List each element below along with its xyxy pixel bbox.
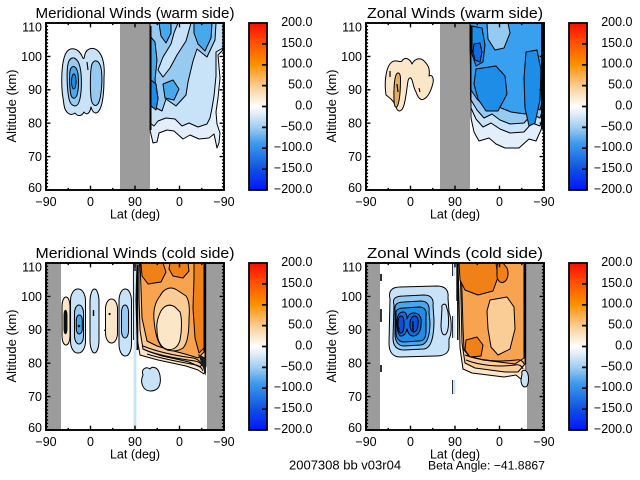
svg-text:90: 90: [348, 323, 362, 337]
svg-text:100.0: 100.0: [281, 57, 312, 71]
svg-text:−200.0: −200.0: [274, 422, 313, 436]
svg-text:80: 80: [348, 117, 362, 131]
svg-text:200.0: 200.0: [281, 255, 312, 269]
svg-text:60: 60: [28, 421, 42, 435]
svg-text:100: 100: [21, 290, 42, 304]
svg-text:0: 0: [87, 435, 94, 449]
svg-text:Altitude (km): Altitude (km): [4, 70, 19, 143]
svg-text:70: 70: [348, 390, 362, 404]
svg-text:90: 90: [128, 435, 142, 449]
svg-text:70: 70: [28, 150, 42, 164]
svg-text:−90: −90: [35, 195, 56, 209]
svg-text:2007308 bb v03r04: 2007308 bb v03r04: [289, 458, 401, 473]
svg-text:−150.0: −150.0: [594, 161, 633, 175]
svg-text:100.0: 100.0: [601, 297, 632, 311]
svg-text:150.0: 150.0: [601, 276, 632, 290]
svg-text:50.0: 50.0: [288, 78, 312, 92]
svg-text:−50.0: −50.0: [281, 119, 313, 133]
svg-text:80: 80: [28, 357, 42, 371]
svg-text:Altitude (km): Altitude (km): [324, 310, 339, 383]
svg-text:−150.0: −150.0: [274, 401, 313, 415]
svg-text:50.0: 50.0: [288, 318, 312, 332]
svg-text:−90: −90: [533, 195, 554, 209]
svg-text:−200.0: −200.0: [594, 182, 633, 196]
svg-text:0: 0: [407, 435, 414, 449]
svg-text:−90: −90: [355, 195, 376, 209]
svg-text:70: 70: [348, 150, 362, 164]
svg-text:110: 110: [22, 20, 42, 34]
svg-text:Zonal Winds (cold side): Zonal Winds (cold side): [367, 245, 543, 262]
svg-text:0: 0: [87, 195, 94, 209]
svg-text:−90: −90: [533, 435, 554, 449]
svg-text:90: 90: [128, 195, 142, 209]
svg-text:0.0: 0.0: [295, 338, 312, 352]
svg-text:0: 0: [176, 195, 183, 209]
svg-text:50.0: 50.0: [608, 318, 632, 332]
svg-text:80: 80: [348, 357, 362, 371]
svg-text:0.0: 0.0: [615, 338, 632, 352]
svg-text:60: 60: [28, 181, 42, 195]
svg-text:−100.0: −100.0: [594, 380, 633, 394]
svg-text:Lat (deg): Lat (deg): [110, 208, 160, 222]
svg-text:Lat (deg): Lat (deg): [430, 208, 480, 222]
svg-text:−90: −90: [35, 435, 56, 449]
svg-text:90: 90: [448, 195, 462, 209]
svg-text:0.0: 0.0: [295, 98, 312, 112]
svg-text:Beta Angle: −41.8867: Beta Angle: −41.8867: [428, 459, 545, 473]
svg-text:150.0: 150.0: [601, 36, 632, 50]
svg-text:110: 110: [342, 20, 362, 34]
svg-text:110: 110: [22, 260, 42, 274]
svg-text:Zonal Winds (warm side): Zonal Winds (warm side): [367, 5, 543, 22]
svg-text:100.0: 100.0: [601, 57, 632, 71]
svg-text:Lat (deg): Lat (deg): [110, 448, 160, 462]
svg-text:200.0: 200.0: [601, 255, 632, 269]
svg-text:Meridional Winds (warm side): Meridional Winds (warm side): [36, 5, 235, 22]
svg-text:110: 110: [342, 260, 362, 274]
svg-text:90: 90: [348, 83, 362, 97]
svg-text:−90: −90: [213, 435, 234, 449]
svg-text:0: 0: [496, 195, 503, 209]
svg-text:100: 100: [21, 50, 42, 64]
svg-text:100: 100: [341, 290, 362, 304]
svg-text:−100.0: −100.0: [274, 380, 313, 394]
svg-text:Meridional Winds (cold side): Meridional Winds (cold side): [36, 245, 235, 262]
svg-text:−200.0: −200.0: [274, 182, 313, 196]
svg-text:−200.0: −200.0: [594, 422, 633, 436]
svg-text:80: 80: [28, 117, 42, 131]
svg-text:60: 60: [348, 181, 362, 195]
svg-text:Altitude (km): Altitude (km): [324, 70, 339, 143]
svg-text:0: 0: [176, 435, 183, 449]
svg-text:0: 0: [407, 195, 414, 209]
svg-text:90: 90: [448, 435, 462, 449]
svg-text:−100.0: −100.0: [274, 140, 313, 154]
svg-text:200.0: 200.0: [281, 15, 312, 29]
svg-text:150.0: 150.0: [281, 276, 312, 290]
svg-text:−50.0: −50.0: [281, 359, 313, 373]
svg-text:−150.0: −150.0: [274, 161, 313, 175]
svg-text:70: 70: [28, 390, 42, 404]
svg-text:−50.0: −50.0: [601, 359, 633, 373]
svg-text:60: 60: [348, 421, 362, 435]
svg-text:90: 90: [28, 83, 42, 97]
svg-text:−90: −90: [355, 435, 376, 449]
svg-text:−50.0: −50.0: [601, 119, 633, 133]
svg-text:Lat (deg): Lat (deg): [430, 448, 480, 462]
svg-text:90: 90: [28, 323, 42, 337]
svg-text:200.0: 200.0: [601, 15, 632, 29]
svg-text:50.0: 50.0: [608, 78, 632, 92]
svg-text:−100.0: −100.0: [594, 140, 633, 154]
svg-text:0.0: 0.0: [615, 98, 632, 112]
svg-text:−90: −90: [213, 195, 234, 209]
svg-text:0: 0: [496, 435, 503, 449]
svg-text:100.0: 100.0: [281, 297, 312, 311]
svg-text:150.0: 150.0: [281, 36, 312, 50]
svg-text:Altitude (km): Altitude (km): [4, 310, 19, 383]
svg-text:100: 100: [341, 50, 362, 64]
svg-text:−150.0: −150.0: [594, 401, 633, 415]
